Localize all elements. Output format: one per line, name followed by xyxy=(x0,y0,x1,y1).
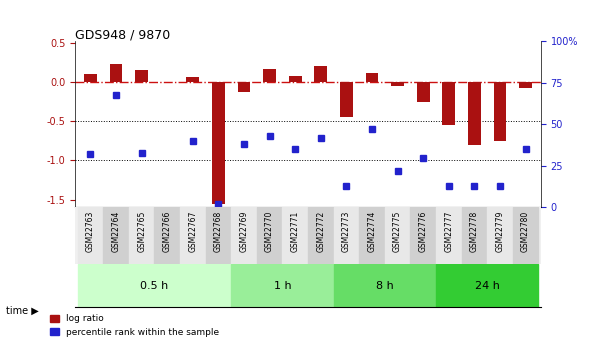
Bar xyxy=(212,82,225,204)
Bar xyxy=(237,82,251,91)
Text: GSM22771: GSM22771 xyxy=(291,210,300,252)
Bar xyxy=(436,207,462,264)
Bar xyxy=(308,207,334,264)
Text: GSM22766: GSM22766 xyxy=(163,210,172,252)
Bar xyxy=(487,207,513,264)
Text: GSM22772: GSM22772 xyxy=(316,210,325,252)
Bar xyxy=(206,207,231,264)
Bar xyxy=(289,76,302,82)
Bar xyxy=(78,264,231,307)
Text: GSM22776: GSM22776 xyxy=(419,210,428,252)
Bar xyxy=(334,207,359,264)
Bar xyxy=(257,207,282,264)
Text: GSM22770: GSM22770 xyxy=(265,210,274,252)
Text: GSM22778: GSM22778 xyxy=(470,210,479,252)
Text: 1 h: 1 h xyxy=(273,281,291,291)
Text: GSM22769: GSM22769 xyxy=(240,210,249,252)
Bar xyxy=(186,77,200,82)
Bar xyxy=(365,73,379,82)
Text: GSM22763: GSM22763 xyxy=(86,210,95,252)
Text: GSM22764: GSM22764 xyxy=(112,210,121,252)
Bar xyxy=(442,82,455,125)
Bar xyxy=(493,82,507,141)
Text: GSM22777: GSM22777 xyxy=(444,210,453,252)
Bar xyxy=(154,207,180,264)
Bar xyxy=(78,207,103,264)
Bar xyxy=(282,207,308,264)
Bar xyxy=(129,207,154,264)
Legend: log ratio, percentile rank within the sample: log ratio, percentile rank within the sa… xyxy=(47,311,223,341)
Bar xyxy=(84,74,97,82)
Bar xyxy=(436,264,538,307)
Bar xyxy=(519,82,532,88)
Bar xyxy=(462,207,487,264)
Bar xyxy=(135,70,148,82)
Bar xyxy=(513,207,538,264)
Bar xyxy=(416,82,430,102)
Bar xyxy=(103,207,129,264)
Text: GSM22780: GSM22780 xyxy=(521,210,530,252)
Text: GSM22773: GSM22773 xyxy=(342,210,351,252)
Bar xyxy=(231,207,257,264)
Bar xyxy=(468,82,481,145)
Text: GSM22774: GSM22774 xyxy=(367,210,376,252)
Bar xyxy=(314,67,327,82)
Text: 0.5 h: 0.5 h xyxy=(141,281,169,291)
Text: 24 h: 24 h xyxy=(475,281,499,291)
Bar xyxy=(109,64,123,82)
Bar xyxy=(385,207,410,264)
Bar xyxy=(410,207,436,264)
Bar xyxy=(180,207,206,264)
Bar xyxy=(391,82,404,86)
Bar xyxy=(231,264,334,307)
Text: time ▶: time ▶ xyxy=(6,306,38,315)
Text: GSM22779: GSM22779 xyxy=(495,210,504,252)
Text: GSM22775: GSM22775 xyxy=(393,210,402,252)
Bar xyxy=(359,207,385,264)
Bar xyxy=(340,82,353,117)
Text: GSM22768: GSM22768 xyxy=(214,210,223,252)
Bar xyxy=(334,264,436,307)
Text: GSM22767: GSM22767 xyxy=(188,210,197,252)
Text: GDS948 / 9870: GDS948 / 9870 xyxy=(75,28,170,41)
Text: GSM22765: GSM22765 xyxy=(137,210,146,252)
Text: 8 h: 8 h xyxy=(376,281,394,291)
Bar xyxy=(263,69,276,82)
